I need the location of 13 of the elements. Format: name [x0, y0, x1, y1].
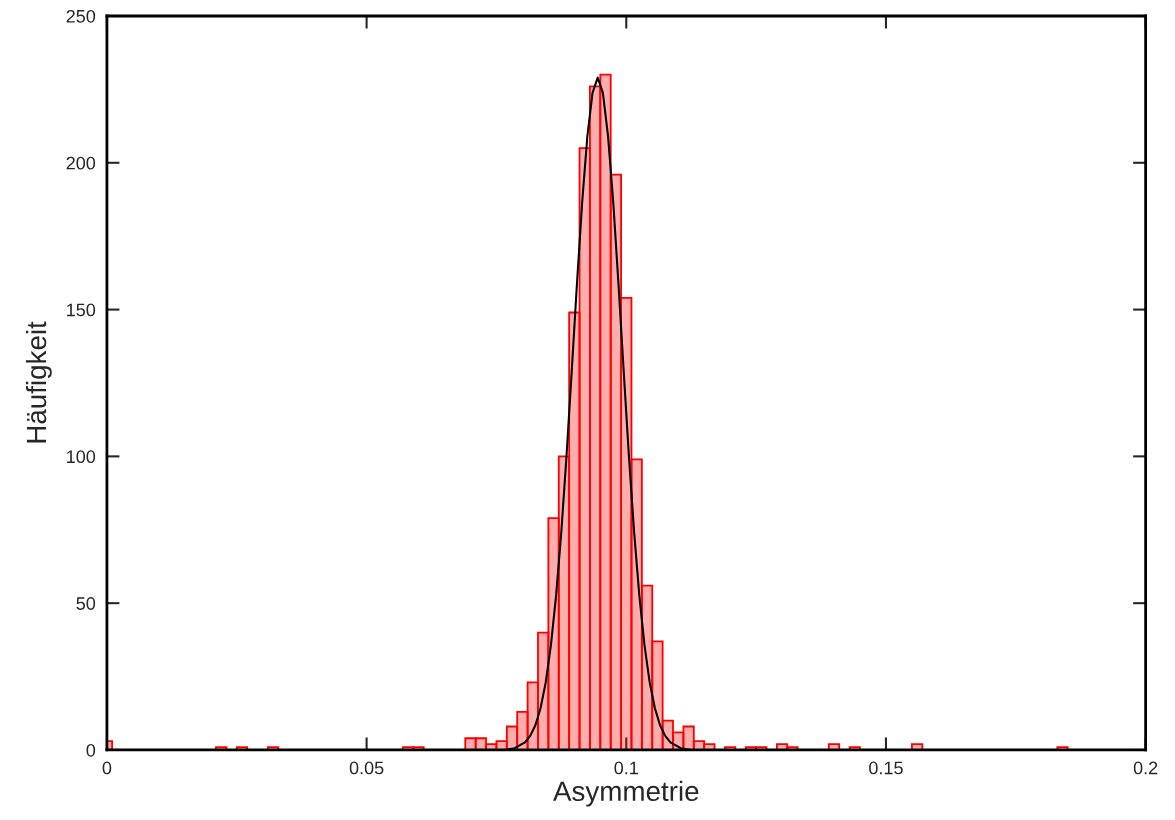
x-tick-label: 0.15	[869, 761, 903, 775]
y-tick-label: 200	[66, 156, 96, 170]
y-tick-label: 100	[67, 450, 96, 464]
y-tick-label: 250	[66, 9, 96, 23]
x-axis-title: Asymmetrie	[553, 780, 699, 807]
y-tick-label: 50	[76, 597, 96, 610]
y-tick-label: 0	[86, 743, 96, 757]
x-tick-label: 0.05	[349, 761, 384, 775]
x-tick-label: 0.2	[1133, 761, 1158, 775]
x-tick-label: 0.1	[614, 761, 638, 775]
y-axis-title: Häufigkeit	[25, 321, 52, 443]
y-tick-label: 150	[67, 303, 96, 317]
x-tick-label: 0	[102, 761, 112, 775]
